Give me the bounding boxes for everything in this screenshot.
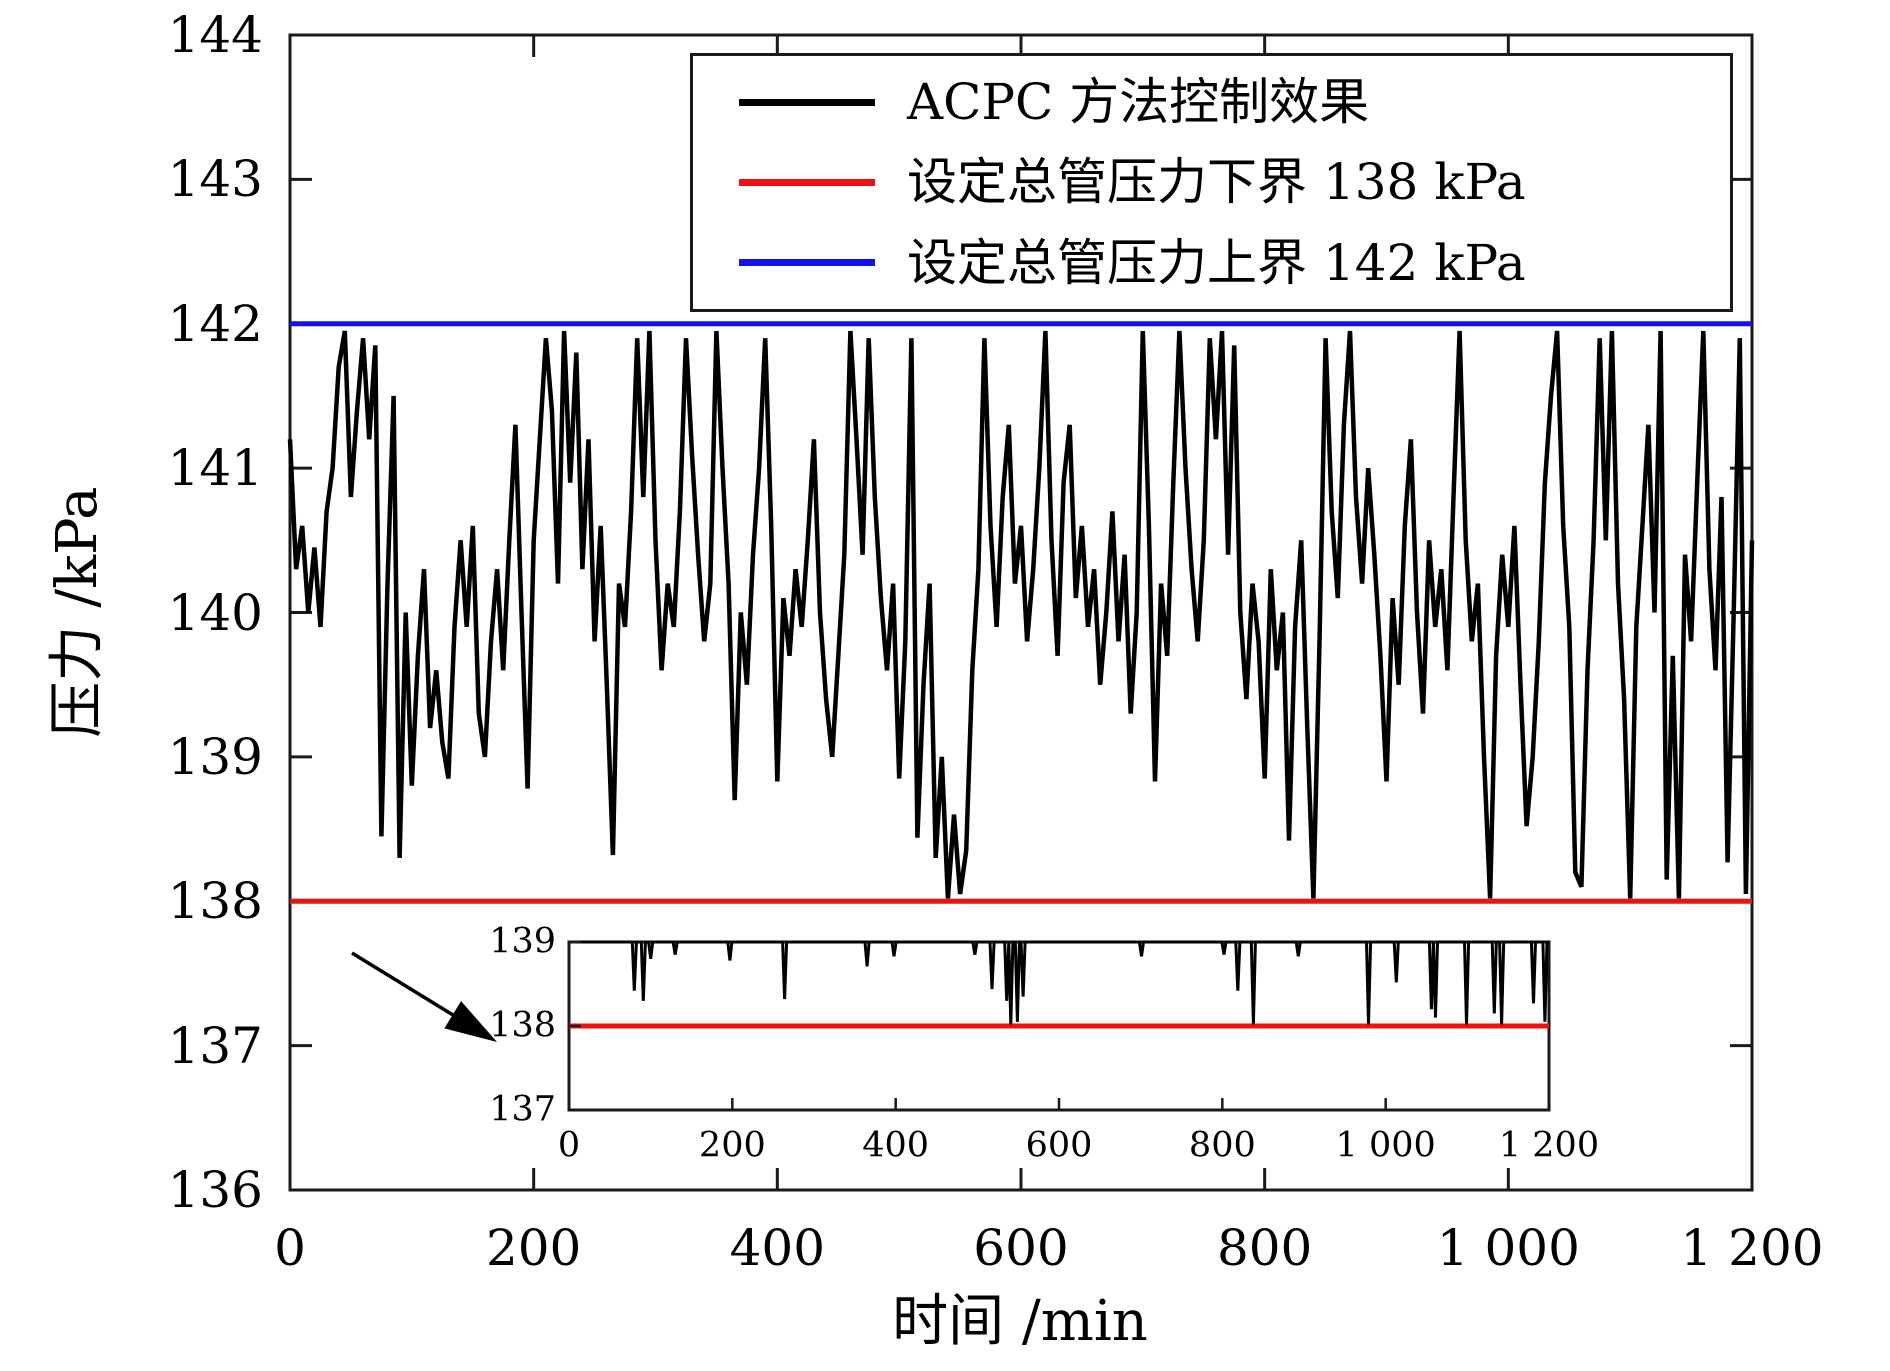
- legend-box: ACPC 方法控制效果 设定总管压力下界 138 kPa 设定总管压力上界 14…: [690, 53, 1733, 312]
- inset-x-tick-label: 600: [1025, 1125, 1093, 1166]
- main-y-tick-label: 138: [167, 872, 263, 931]
- legend-line-black-icon: [739, 98, 875, 106]
- inset-trace: [569, 940, 1549, 1025]
- main-x-tick-label: 200: [485, 1219, 582, 1277]
- main-y-tick-label: 143: [167, 150, 263, 209]
- inset-x-tick-label: 200: [698, 1125, 766, 1166]
- inset-arrow-head-icon: [444, 1001, 497, 1042]
- legend-label-upper-bound: 设定总管压力上界 142 kPa: [907, 233, 1526, 292]
- inset-y-tick-label: 137: [489, 1089, 556, 1130]
- inset-x-tick-label: 1 000: [1335, 1125, 1436, 1166]
- main-x-tick-label: 1 000: [1436, 1219, 1580, 1277]
- main-y-tick-label: 136: [167, 1161, 263, 1219]
- legend-line-blue-icon: [739, 259, 875, 267]
- main-x-tick-label: 400: [729, 1219, 826, 1277]
- main-x-tick-label: 0: [274, 1219, 306, 1277]
- y-axis-title: 压力 /kPa: [45, 486, 110, 738]
- inset-y-tick-label: 139: [489, 921, 556, 962]
- x-axis-title: 时间 /min: [892, 1289, 1148, 1354]
- inset-x-tick-label: 800: [1188, 1125, 1256, 1166]
- legend-item-upper-bound: 设定总管压力上界 142 kPa: [739, 238, 1730, 288]
- inset-x-tick-label: 400: [862, 1125, 930, 1166]
- legend-label-acpc: ACPC 方法控制效果: [907, 73, 1370, 132]
- inset-y-tick-label: 138: [489, 1005, 556, 1046]
- acpc-trace: [287, 330, 1755, 899]
- main-y-tick-label: 144: [167, 6, 263, 64]
- legend-line-red-icon: [739, 178, 875, 186]
- main-x-tick-label: 600: [973, 1219, 1069, 1277]
- main-y-tick-label: 141: [167, 439, 263, 498]
- legend-label-lower-bound: 设定总管压力下界 138 kPa: [907, 153, 1526, 212]
- inset-x-tick-label: 1 200: [1498, 1125, 1600, 1166]
- main-y-tick-label: 140: [167, 583, 263, 642]
- inset-arrow-shaft: [351, 951, 461, 1021]
- main-y-tick-label: 142: [167, 294, 263, 353]
- main-x-tick-label: 800: [1216, 1219, 1313, 1277]
- main-y-tick-label: 137: [167, 1016, 263, 1075]
- legend-item-acpc: ACPC 方法控制效果: [739, 77, 1730, 127]
- legend-item-lower-bound: 设定总管压力下界 138 kPa: [739, 157, 1730, 207]
- main-y-tick-label: 139: [167, 727, 263, 786]
- inset-x-tick-label: 0: [557, 1125, 581, 1166]
- main-x-tick-label: 1 200: [1680, 1219, 1824, 1277]
